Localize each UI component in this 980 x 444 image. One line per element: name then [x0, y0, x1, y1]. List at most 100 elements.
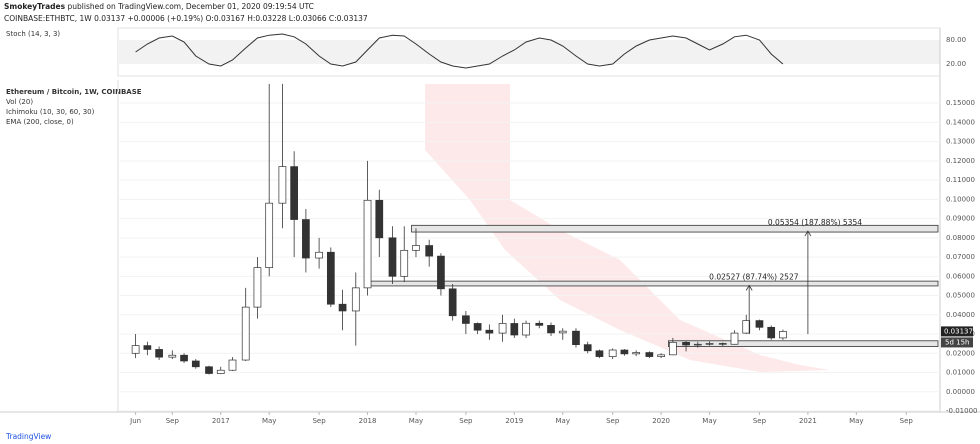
candle-body: [448, 288, 457, 317]
candle-body: [302, 219, 310, 259]
price-tag: [941, 326, 973, 337]
candle-body: [645, 352, 654, 357]
candle-body: [191, 360, 200, 368]
x-tick-label: 2019: [505, 417, 523, 425]
candle-body: [241, 306, 250, 361]
candle-body: [143, 345, 152, 350]
candle-body: [535, 322, 544, 326]
candle-body: [168, 354, 177, 358]
candle-body: [388, 237, 397, 277]
stoch-tick-label: 80.00: [946, 36, 966, 44]
y-tick-label: 0.12000: [946, 157, 975, 165]
y-tick-label: 0.07000: [946, 253, 975, 261]
candle-body: [216, 369, 225, 374]
stoch-tick-label: 20.00: [946, 60, 966, 68]
candle-body: [462, 315, 470, 324]
y-tick-label: 0.13000: [946, 138, 975, 146]
candle-body: [547, 325, 555, 334]
author: SmokeyTrades: [4, 2, 66, 11]
y-tick-label: 0.05000: [946, 292, 975, 300]
candle-body: [485, 329, 494, 334]
candle-body: [632, 352, 641, 355]
candle-body: [767, 326, 776, 339]
candle-body: [498, 323, 507, 334]
candle-body: [779, 331, 787, 339]
ichimoku-label: Ichimoku (10, 30, 60, 30): [6, 108, 95, 116]
x-tick-label: Jun: [129, 417, 141, 425]
x-tick-label: 2021: [799, 417, 817, 425]
x-tick-label: May: [849, 417, 863, 425]
candle-body: [668, 341, 677, 356]
candle-body: [730, 332, 739, 345]
x-tick-label: May: [262, 417, 276, 425]
x-tick-label: 2018: [359, 417, 377, 425]
y-tick-label: 0.02000: [946, 349, 975, 357]
measure-label: 0.05354 (187.88%) 5354: [768, 218, 862, 227]
candle-body: [558, 330, 567, 334]
candle-body: [265, 202, 274, 269]
y-tick-label: 0.11000: [946, 176, 975, 184]
candle-body: [693, 343, 702, 346]
y-tick-label: -0.01000: [946, 407, 977, 415]
y-tick-label: 0.06000: [946, 272, 975, 280]
symbol-label: Ethereum / Bitcoin, 1W, COINBASE: [6, 88, 142, 96]
zone: [367, 280, 939, 287]
candle-body: [228, 359, 237, 371]
countdown-label: 5d 15h: [945, 338, 969, 346]
candle-body: [315, 251, 323, 259]
x-tick-label: Sep: [900, 417, 914, 425]
stoch-label: Stoch (14, 3, 3): [6, 30, 61, 38]
candle-body: [572, 330, 580, 345]
zone: [668, 340, 939, 347]
candle-body: [205, 366, 213, 374]
stoch-band: [118, 40, 940, 64]
candle-body: [278, 166, 287, 204]
footer-brand: TradingView: [6, 432, 52, 441]
y-tick-label: 0.09000: [946, 215, 975, 223]
candle-body: [595, 350, 604, 357]
x-tick-label: May: [702, 417, 716, 425]
x-tick-label: Sep: [753, 417, 767, 425]
candle-body: [437, 255, 445, 290]
x-tick-label: May: [409, 417, 423, 425]
candle-body: [755, 320, 764, 328]
y-tick-label: 0.08000: [946, 234, 975, 242]
x-tick-label: Sep: [606, 417, 620, 425]
candle-body: [510, 323, 519, 336]
stoch-line: [135, 33, 784, 69]
candle-body: [682, 341, 690, 346]
candle-body: [412, 245, 420, 251]
candle-body: [657, 354, 665, 357]
candle-body: [620, 349, 629, 355]
candle-body: [338, 303, 347, 312]
x-tick-label: Sep: [459, 417, 473, 425]
candle-body: [290, 166, 298, 220]
candle-body: [155, 349, 163, 358]
quote-line: COINBASE:ETHBTC, 1W 0.03137 +0.00006 (+0…: [4, 14, 368, 23]
vol-label: Vol (20): [6, 98, 34, 106]
x-tick-label: May: [556, 417, 570, 425]
x-tick-label: 2020: [652, 417, 670, 425]
y-tick-label: 0.14000: [946, 118, 975, 126]
y-tick-label: 0.10000: [946, 195, 975, 203]
x-tick-label: 2017: [212, 417, 230, 425]
candle-body: [180, 354, 188, 362]
candle-body: [253, 267, 262, 308]
candle-body: [522, 322, 530, 336]
price-tag-label: 0.03137: [944, 327, 973, 335]
candle-body: [583, 344, 592, 352]
measure-label: 0.02527 (87.74%) 2527: [709, 272, 799, 281]
candle-body: [351, 287, 360, 312]
candle-body: [705, 343, 714, 345]
candle-body: [425, 245, 434, 257]
y-tick-label: 0.01000: [946, 369, 975, 377]
candle-body: [131, 345, 140, 354]
candle-body: [375, 199, 384, 239]
published: published on TradingView.com, December 0…: [67, 2, 314, 11]
y-tick-label: 0.15000: [946, 99, 975, 107]
candle-body: [742, 320, 751, 334]
arrow-head: [804, 230, 812, 237]
candle-body: [400, 249, 409, 277]
